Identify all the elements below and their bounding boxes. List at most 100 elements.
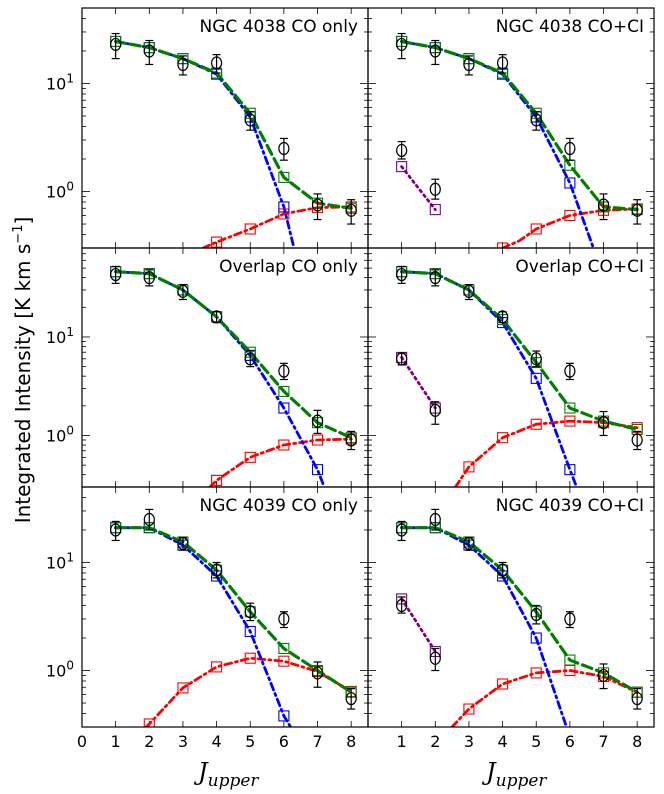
observed-point	[244, 113, 256, 127]
x-tick-label: 3	[464, 732, 474, 751]
low-excitation-model-marker	[244, 625, 256, 637]
observed-point	[210, 563, 223, 577]
ci-model-line	[400, 597, 437, 653]
total-model-marker	[278, 385, 290, 397]
ci-observed-point	[396, 598, 408, 613]
ci-observed-point	[429, 182, 441, 196]
ci-observed-point	[396, 143, 408, 158]
high-excitation-model-marker	[244, 223, 256, 235]
high-excitation-model-line	[450, 669, 639, 727]
x-tick-label: 6	[279, 732, 289, 751]
x-tick-label: 8	[632, 732, 642, 751]
observed-point	[278, 364, 290, 378]
high-excitation-model-marker	[530, 667, 542, 679]
x-tick-label: 5	[531, 732, 541, 751]
high-excitation-model-marker	[278, 655, 290, 667]
observed-point	[110, 37, 122, 52]
observed-point	[597, 198, 610, 212]
low-excitation-model-line	[114, 270, 326, 487]
observed-point	[631, 691, 643, 706]
observed-point	[396, 267, 408, 282]
high-excitation-model-marker	[278, 208, 290, 220]
x-tick-label: 2	[144, 732, 154, 751]
high-excitation-model-marker	[463, 461, 475, 473]
high-excitation-model-marker	[278, 439, 290, 451]
observed-point	[396, 523, 408, 537]
observed-point	[463, 536, 475, 551]
observed-point	[429, 512, 441, 527]
x-tick-label: 8	[346, 732, 356, 751]
x-tick-label: 3	[178, 732, 188, 751]
panel-6: 1 2 3 4 5 6 7 8 NGC 4039 CO+CI	[367, 486, 655, 751]
observed-point	[278, 612, 290, 626]
high-excitation-model-line	[501, 207, 639, 248]
observed-point	[530, 113, 542, 127]
high-excitation-model-marker	[564, 209, 576, 222]
panel-plot-area	[110, 32, 357, 248]
total-model-line	[400, 39, 639, 212]
panel-title: Overlap CO+CI	[515, 257, 644, 277]
high-excitation-model-marker	[244, 652, 256, 664]
observed-point	[429, 44, 441, 58]
observed-point	[530, 352, 542, 366]
total-model-marker	[278, 642, 290, 655]
low-excitation-model-marker	[530, 372, 542, 384]
observed-point	[177, 536, 189, 551]
high-excitation-model-marker	[463, 703, 475, 715]
panel-frame	[367, 486, 655, 728]
observed-point	[597, 416, 610, 430]
observed-point	[530, 607, 542, 622]
low-excitation-model-marker	[530, 632, 542, 644]
y-tick-label: 101	[46, 325, 74, 347]
low-excitation-model-line	[400, 526, 568, 727]
panel-title: NGC 4039 CO+CI	[496, 496, 644, 516]
panel-plot-area	[110, 508, 357, 727]
panel-frame	[367, 247, 655, 488]
low-excitation-model-marker	[278, 402, 290, 414]
observed-point	[143, 512, 155, 527]
observed-point	[244, 605, 256, 619]
x-axis-title-right: Jupper	[481, 758, 547, 791]
x-tick-label: 6	[565, 732, 575, 751]
panel-4: Overlap CO+CI	[367, 247, 655, 488]
observed-point	[564, 364, 576, 378]
observed-point	[311, 666, 324, 680]
total-model-marker	[278, 171, 290, 183]
x-tick-label: 0	[77, 732, 87, 751]
y-axis-title: Integrated Intensity [K km s−1]	[11, 217, 35, 524]
total-model-marker	[564, 654, 576, 666]
y-tick-label: 101	[46, 72, 74, 94]
ci-model-marker	[396, 161, 408, 173]
high-excitation-model-marker	[530, 418, 542, 430]
x-tick-label: 4	[497, 732, 507, 751]
high-excitation-model-line	[201, 205, 353, 248]
observed-point	[143, 44, 155, 58]
high-excitation-model-marker	[211, 236, 223, 248]
panel-title: NGC 4039 CO only	[200, 496, 358, 516]
x-tick-label: 7	[312, 732, 322, 751]
observed-point	[311, 414, 324, 428]
observed-point	[345, 691, 357, 706]
low-excitation-model-marker	[278, 710, 290, 722]
low-excitation-model-marker	[564, 464, 576, 476]
panel-plot-area	[396, 265, 643, 487]
observed-point	[244, 352, 256, 366]
observed-point	[496, 56, 509, 70]
high-excitation-model-marker	[564, 415, 576, 427]
low-excitation-model-marker	[311, 464, 324, 476]
high-excitation-model-marker	[143, 718, 155, 727]
panel-3: 100 101 Overlap CO only	[46, 247, 369, 488]
panel-plot-area	[396, 508, 643, 727]
observed-point	[210, 310, 223, 324]
observed-point	[278, 141, 290, 156]
panel-frame	[81, 486, 369, 728]
observed-point	[564, 612, 576, 626]
ci-model-line	[400, 165, 437, 212]
panel-1: 100 101 NGC 4038 CO only	[46, 7, 369, 249]
x-tick-label: 4	[211, 732, 221, 751]
total-model-line	[400, 526, 639, 694]
panel-plot-area	[110, 265, 357, 487]
